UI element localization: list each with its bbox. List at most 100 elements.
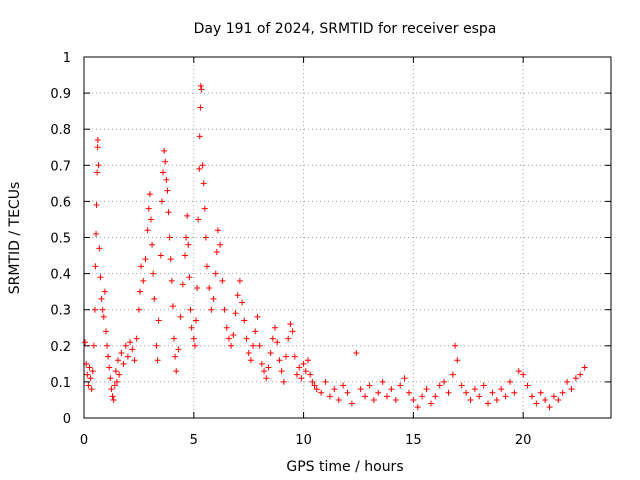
y-tick-label: 0.9 [50,87,71,102]
data-point [225,335,232,342]
data-point [414,404,421,411]
data-point [107,375,114,382]
data-point [87,375,94,382]
data-point [96,245,103,252]
data-point [300,360,307,367]
data-point [115,357,122,364]
data-point [559,389,566,396]
data-point [177,313,184,320]
grid-lines [84,57,611,418]
data-point [94,137,101,144]
data-point [169,303,176,310]
data-point [537,389,544,396]
data-point [311,382,318,389]
data-point [280,378,287,385]
data-point [202,234,209,241]
data-point [362,393,369,400]
data-point [198,86,205,93]
data-point [542,396,549,403]
chart-title: Day 191 of 2024, SRMTID for receiver esp… [194,21,497,37]
data-point [144,227,151,234]
data-point [419,393,426,400]
data-point [90,342,97,349]
data-point [172,353,179,360]
data-point [441,378,448,385]
data-point [105,353,112,360]
data-point [99,306,106,313]
data-point [196,133,203,140]
data-point [175,346,182,353]
data-point [493,396,500,403]
x-axis-label: GPS time / hours [286,459,403,475]
data-point [109,393,116,400]
data-point [502,393,509,400]
data-point [188,324,195,331]
data-point [93,202,100,209]
data-point [100,313,107,320]
data-point [291,353,298,360]
data-point [293,371,300,378]
data-point [201,205,208,212]
data-point [192,317,199,324]
data-point [88,386,95,393]
y-tick-label: 0.8 [50,123,71,138]
data-point [108,386,115,393]
data-point [173,368,180,375]
data-point [485,400,492,407]
data-point [278,368,285,375]
data-point [340,382,347,389]
data-point [313,386,320,393]
data-point [245,350,252,357]
data-point [162,158,169,165]
data-point [212,270,219,277]
data-point [348,400,355,407]
data-point [163,176,170,183]
data-point [520,371,527,378]
y-tick-label: 0.6 [50,195,71,210]
x-tick-label: 5 [190,433,198,448]
data-point [160,169,167,176]
data-point [185,241,192,248]
y-tick-label: 0.2 [50,340,71,355]
data-point [191,342,198,349]
data-point [167,256,174,263]
data-point [101,288,108,295]
y-axis-label: SRMTID / TECUs [7,182,23,295]
data-point [111,382,118,389]
data-point [427,400,434,407]
data-point [344,389,351,396]
data-point [138,263,145,270]
data-point [199,162,206,169]
data-point [208,306,215,313]
data-point [217,241,224,248]
data-point [234,292,241,299]
data-point [410,396,417,403]
data-point [322,378,329,385]
data-point [296,364,303,371]
data-point [498,386,505,393]
data-point [239,299,246,306]
data-point [171,335,178,342]
data-point [196,165,203,172]
y-tick-label: 0 [63,412,71,427]
data-point [85,382,92,389]
x-tick-label: 15 [405,433,422,448]
data-point [92,263,99,270]
data-point [131,357,138,364]
y-axis-ticks: 0 0.1 0.2 0.3 0.4 0.5 0.6 0.7 0.8 0.9 1 [50,51,611,427]
data-point [272,324,279,331]
data-point [318,389,325,396]
data-point [401,375,408,382]
data-point [335,396,342,403]
data-point [379,378,386,385]
y-tick-label: 0.4 [50,268,71,283]
data-point [164,187,171,194]
data-point [129,346,136,353]
data-point [254,313,261,320]
data-point [298,375,305,382]
data-point [285,335,292,342]
data-point [471,386,478,393]
data-point [184,212,191,219]
y-tick-label: 0.5 [50,232,71,247]
